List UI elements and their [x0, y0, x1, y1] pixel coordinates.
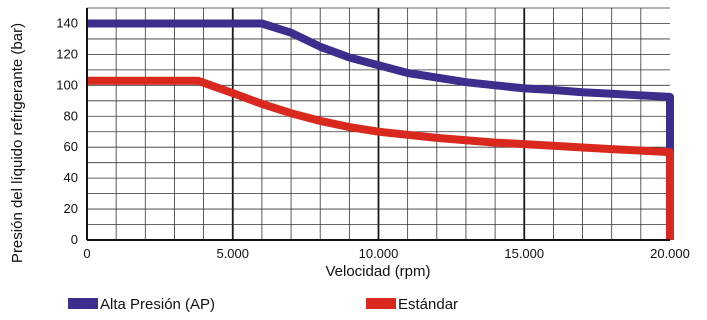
y-tick-label: 140 [56, 15, 78, 30]
x-tick-label: 0 [83, 246, 90, 261]
series-line-alta-presion [87, 19, 674, 240]
x-tick-label: 20.000 [650, 246, 690, 261]
y-axis-label: Presión del líquido refrigerante (bar) [9, 23, 26, 263]
x-tick-label: 5.000 [216, 246, 249, 261]
legend-label-estandar: Estándar [398, 296, 458, 313]
grid [87, 7, 670, 240]
legend-label-alta-presion: Alta Presión (AP) [100, 296, 215, 313]
axes [86, 8, 670, 241]
y-tick-label: 80 [64, 108, 78, 123]
y-tick-label: 0 [71, 232, 78, 247]
y-tick-label: 60 [64, 139, 78, 154]
legend: Alta Presión (AP) Estándar [68, 296, 458, 313]
series-line-estandar [87, 76, 674, 240]
x-tick-label: 15.000 [504, 246, 544, 261]
y-tick-label: 120 [56, 46, 78, 61]
x-tick-label: 10.000 [359, 246, 399, 261]
y-tick-label: 40 [64, 170, 78, 185]
y-tick-label: 100 [56, 77, 78, 92]
legend-swatch-estandar [366, 298, 396, 309]
x-axis-label: Velocidad (rpm) [325, 263, 430, 280]
tick-labels: 0 5.000 10.000 15.000 20.000 0 20 40 60 80 100 120 1… [56, 15, 690, 261]
legend-swatch-alta-presion [68, 298, 98, 309]
y-tick-label: 20 [64, 201, 78, 216]
series-lines [87, 19, 674, 240]
